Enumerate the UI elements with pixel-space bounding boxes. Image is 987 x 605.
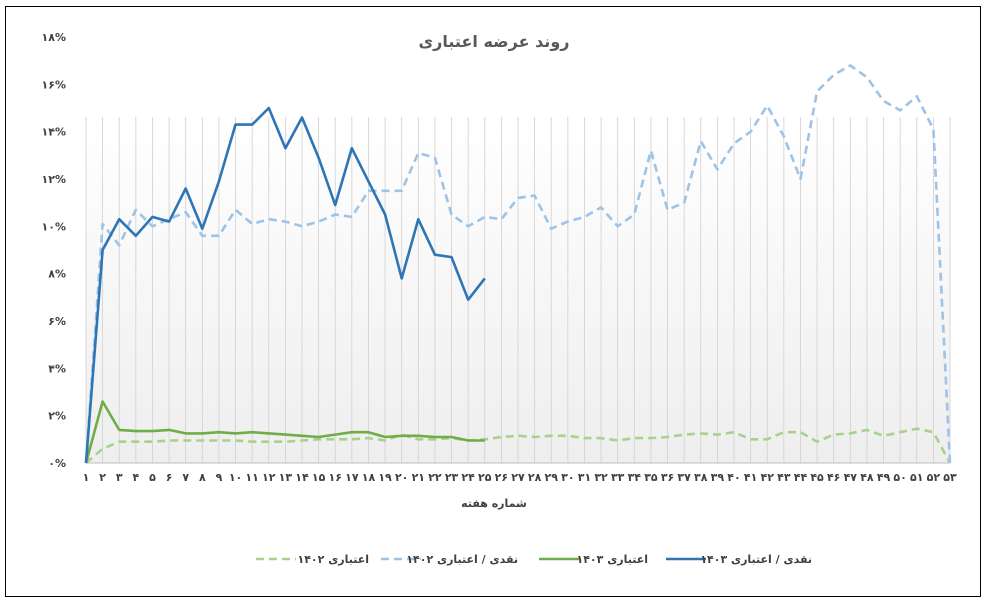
x-tick-label: ۴۹ — [877, 471, 891, 484]
x-tick-label: ۵۱ — [910, 471, 923, 484]
legend-item[interactable]: اعتباری ۱۴۰۲ — [256, 553, 369, 566]
x-tick-label: ۱۳ — [279, 471, 293, 484]
series-line-1 — [84, 64, 952, 464]
x-tick-label: ۳۲ — [594, 471, 608, 484]
x-tick-label: ۲۲ — [428, 471, 442, 484]
legend-label: اعتباری ۱۴۰۳ — [577, 553, 649, 566]
x-tick-label: ۲۰ — [395, 471, 408, 484]
legend-item[interactable]: اعتباری ۱۴۰۳ — [539, 553, 648, 566]
x-tick-label: ۱۸ — [362, 471, 376, 484]
x-tick-label: ۳۹ — [711, 471, 725, 484]
x-tick-label: ۳۰ — [561, 471, 574, 484]
x-tick-label: ۵۳ — [943, 471, 957, 484]
legend-item[interactable]: نقدی / اعتباری ۱۴۰۳ — [666, 553, 812, 566]
legend-item[interactable]: نقدی / اعتباری ۱۴۰۲ — [381, 553, 518, 566]
x-tick-label: ۱۷ — [345, 471, 359, 484]
x-tick-label: ۹ — [216, 471, 223, 484]
x-tick-label: ۲ — [99, 471, 106, 484]
series-line-2 — [84, 400, 485, 464]
x-tick-label: ۳۷ — [677, 471, 691, 484]
x-tick-label: ۴۴ — [794, 471, 808, 484]
x-tick-label: ۱۹ — [378, 471, 392, 484]
x-axis-title: شماره هفته — [461, 497, 527, 510]
y-tick-label: ۸% — [48, 268, 66, 281]
line-chart: ۰%۲%۴%۶%۸%۱۰%۱۲%۱۴%۱۶%۱۸% ۱ ۲ ۳ ۴ ۵ ۶ ۷ ۸ ۹ ۱۰ ۱۱ ۱… — [42, 31, 957, 566]
x-tick-label: ۴۰ — [727, 471, 740, 484]
legend[interactable]: اعتباری ۱۴۰۲ نقدی / اعتباری ۱۴۰۲ اعتباری ۱… — [256, 553, 812, 566]
x-tick-label: ۲۶ — [495, 471, 508, 484]
x-tick-label: ۴۷ — [844, 471, 858, 484]
x-tick-label: ۲۷ — [511, 471, 525, 484]
x-tick-label: ۱۰ — [229, 471, 242, 484]
x-tick-label: ۴۱ — [744, 471, 757, 484]
x-tick-label: ۴۸ — [860, 471, 874, 484]
chart-frame: ۰% ۲% ۴% ۶% ۸% ۱۰% ۱۲% ۱۴% ۱۶% ۱۸% ۱ ۲ ۳ ۴ ۵ ۶ ۷ ۸ ۹ ۱۰ ۱۱ ۱… — [5, 6, 981, 597]
x-tick-label: ۲۳ — [445, 471, 459, 484]
y-tick-label: ۶% — [48, 315, 66, 328]
chart-title: روند عرضه اعتباری — [419, 32, 570, 51]
series-line-0 — [85, 427, 952, 464]
y-tick-label: ۱۴% — [42, 126, 66, 139]
x-tick-label: ۴ — [132, 471, 139, 484]
series-line-3 — [84, 106, 486, 464]
x-tick-label: ۱۲ — [262, 471, 276, 484]
y-tick-label: ۱۸% — [42, 31, 66, 44]
x-tick-label: ۵ — [149, 471, 156, 484]
x-tick-label: ۱ — [83, 471, 90, 484]
series-layer — [84, 64, 952, 464]
y-tick-label: ۲% — [48, 410, 66, 423]
x-tick-label: ۱۱ — [245, 471, 258, 484]
x-tick-label: ۱۴ — [295, 471, 309, 484]
y-tick-label: ۴% — [48, 362, 66, 375]
x-axis: ۱ ۲ ۳ ۴ ۵ ۶ ۷ ۸ ۹ ۱۰ ۱۱ ۱۲ ۱۳ ۱۴ ۱۵ ۱۶ ۱۷ ۱۸ ۱۹ ۲۰ ۲۱ ۲۲ ۲۳ ۲۴ ۲… — [83, 462, 957, 484]
legend-label: نقدی / اعتباری ۱۴۰۳ — [700, 553, 812, 566]
x-tick-label: ۳۶ — [661, 471, 674, 484]
legend-label: نقدی / اعتباری ۱۴۰۲ — [406, 553, 518, 566]
x-tick-label: ۳ — [116, 471, 123, 484]
x-tick-label: ۳۳ — [611, 471, 625, 484]
x-tick-label: ۴۶ — [827, 471, 840, 484]
x-tick-label: ۲۱ — [412, 471, 425, 484]
vertical-gridlines — [85, 117, 951, 463]
x-tick-label: ۲۸ — [528, 471, 542, 484]
y-tick-label: ۱۲% — [42, 173, 66, 186]
y-tick-label: ۰% — [48, 457, 66, 470]
x-tick-label: ۶ — [166, 471, 173, 484]
x-tick-label: ۲۴ — [461, 471, 475, 484]
x-tick-label: ۳۸ — [694, 471, 708, 484]
x-tick-label: ۱۵ — [312, 471, 326, 484]
x-tick-label: ۳۵ — [644, 471, 658, 484]
x-tick-label: ۳۴ — [628, 471, 642, 484]
x-tick-label: ۵۲ — [927, 471, 941, 484]
x-tick-label: ۸ — [199, 471, 206, 484]
y-axis: ۰% ۲% ۴% ۶% ۸% ۱۰% ۱۲% ۱۴% ۱۶% ۱۸% — [42, 31, 66, 470]
y-tick-label: ۱۰% — [42, 220, 66, 233]
x-tick-label: ۴۵ — [810, 471, 824, 484]
y-tick-label: ۱۶% — [42, 78, 66, 91]
x-tick-label: ۲۹ — [545, 471, 559, 484]
legend-label: اعتباری ۱۴۰۲ — [298, 553, 370, 566]
x-tick-label: ۴۳ — [777, 471, 791, 484]
x-tick-label: ۵۰ — [893, 471, 906, 484]
x-tick-label: ۷ — [182, 471, 189, 484]
x-tick-label: ۱۶ — [329, 471, 342, 484]
x-tick-label: ۴۲ — [761, 471, 775, 484]
x-tick-label: ۳۱ — [578, 471, 591, 484]
x-tick-label: ۲۵ — [478, 471, 492, 484]
